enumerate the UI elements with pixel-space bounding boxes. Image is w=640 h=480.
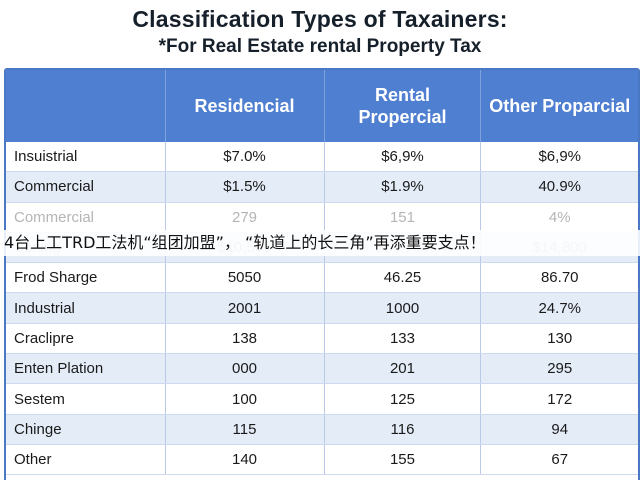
row-label: Insuistrial [6,142,166,173]
table-cell: 67 [480,444,638,476]
table-cell: 155 [324,444,482,476]
table-cell: $1.5% [165,171,325,203]
table-cell: 116 [324,414,482,445]
table-cell: 133 [324,323,482,355]
column-header-residencial: Residencial [165,70,325,142]
table-cell: 151 [324,202,482,233]
table-cell: 2001 [165,292,325,324]
table-cell: $1.9% [324,171,482,203]
page-title: Classification Types of Taxainers: [132,6,508,32]
table-header-row: Residencial Rental Propercial Other Prop… [6,70,638,142]
table-row: Industrial 2001 1000 24.7% [6,292,638,324]
tax-classification-table: Residencial Rental Propercial Other Prop… [4,68,640,480]
row-label: Enten Plation [6,353,166,385]
table-cell: $6,9% [324,142,482,173]
row-label: Craclipre [6,323,166,355]
table-cell: 4% [480,202,638,233]
table-cell: 295 [480,353,638,385]
table-cell: 130 [480,323,638,355]
table-cell: 100 [165,383,325,415]
table-cell: 94 [480,414,638,445]
row-label: Industrial [6,292,166,324]
column-header-other: Other Proparcial [480,70,638,142]
table-cell: 115 [165,414,325,445]
table-row: Commercial 279 151 4% [6,202,638,233]
table-row: Chinge 115 116 94 [6,414,638,445]
row-label: Chinge [6,414,166,445]
row-label: Other [6,444,166,476]
table-cell: $7.0% [165,142,325,173]
row-label: Commercial [6,171,166,203]
table-cell: 201 [324,353,482,385]
table-cell: $6,9% [480,142,638,173]
table-row: Enten Plation 000 201 295 [6,353,638,385]
table-cell: 172 [480,383,638,415]
row-label: Frod Sharge [6,262,166,294]
table-row: Commercial $1.5% $1.9% 40.9% [6,171,638,203]
table-cell: 1000 [324,292,482,324]
table-cell: 86.70 [480,262,638,294]
table-cell: 40.9% [480,171,638,203]
row-label: Commercial [6,202,166,233]
column-header-label [6,70,166,142]
table-row: Other 140 155 67 [6,444,638,476]
row-label: Sestem [6,383,166,415]
page-subtitle: *For Real Estate rental Property Tax [158,36,482,57]
table-cell: 125 [324,383,482,415]
table-row: Frod Sharge 5050 46.25 86.70 [6,262,638,294]
table-cell: 24.7% [480,292,638,324]
table-cell: 000 [165,353,325,385]
table-cell: 5050 [165,262,325,294]
table-row: Craclipre 138 133 130 [6,323,638,355]
table-row: Insuistrial $7.0% $6,9% $6,9% [6,142,638,173]
table-cell: 46.25 [324,262,482,294]
overlay-caption-banner: 4台上工TRD工法机“组团加盟”， “轨道上的长三角”再添重要支点！ [0,230,640,256]
table-cell: 140 [165,444,325,476]
table-row: Sestem 100 125 172 [6,383,638,415]
table-cell: 138 [165,323,325,355]
table-cell: 279 [165,202,325,233]
column-header-rental: Rental Propercial [324,70,482,142]
